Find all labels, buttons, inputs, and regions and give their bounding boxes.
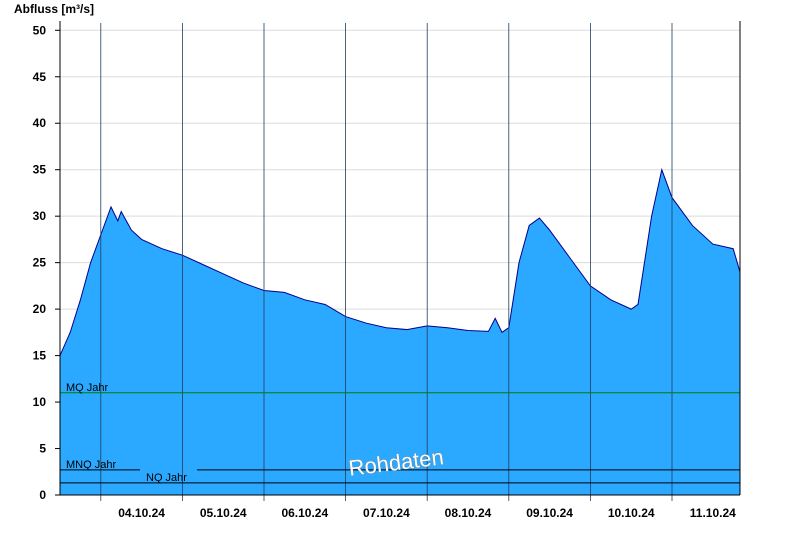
x-tick-labels: 04.10.24 05.10.24 06.10.24 07.10.24 08.10.24… (118, 506, 736, 520)
reference-line-label: NQ Jahr (146, 472, 187, 484)
y-tick-label: 40 (33, 116, 47, 130)
day-gridlines (100, 23, 673, 501)
reference-line-label: MNQ Jahr (66, 459, 116, 471)
y-tick-label: 5 (39, 442, 46, 456)
y-tick-label: 35 (33, 163, 47, 177)
area-fill (59, 167, 741, 495)
y-tick-label: 45 (33, 70, 47, 84)
y-tick-label: 0 (39, 488, 46, 502)
y-tick-label: 20 (33, 302, 47, 316)
y-tick-label: 10 (33, 395, 47, 409)
x-tick-label: 10.10.24 (608, 506, 655, 520)
y-tick-label: 50 (33, 23, 47, 37)
x-tick-label: 05.10.24 (200, 506, 247, 520)
x-tick-label: 08.10.24 (445, 506, 492, 520)
y-tick-label: 15 (33, 349, 47, 363)
y-tick-label: 25 (33, 256, 47, 270)
reference-lines: MQ Jahr MNQ Jahr NQ Jahr (60, 382, 740, 484)
y-axis-label: Abfluss [m³/s] (14, 2, 94, 16)
y-tick-label: 30 (33, 209, 47, 223)
x-tick-label: 04.10.24 (118, 506, 165, 520)
discharge-area (60, 169, 740, 495)
x-tick-label: 09.10.24 (526, 506, 573, 520)
reference-line-label: MQ Jahr (66, 382, 109, 394)
x-tick-label: 07.10.24 (363, 506, 410, 520)
x-tick-label: 11.10.24 (690, 506, 736, 520)
y-tick-labels: 0 5 10 15 20 25 30 35 40 45 50 (33, 23, 47, 502)
axes (59, 21, 741, 496)
x-tick-label: 06.10.24 (281, 506, 328, 520)
discharge-line (59, 167, 741, 356)
